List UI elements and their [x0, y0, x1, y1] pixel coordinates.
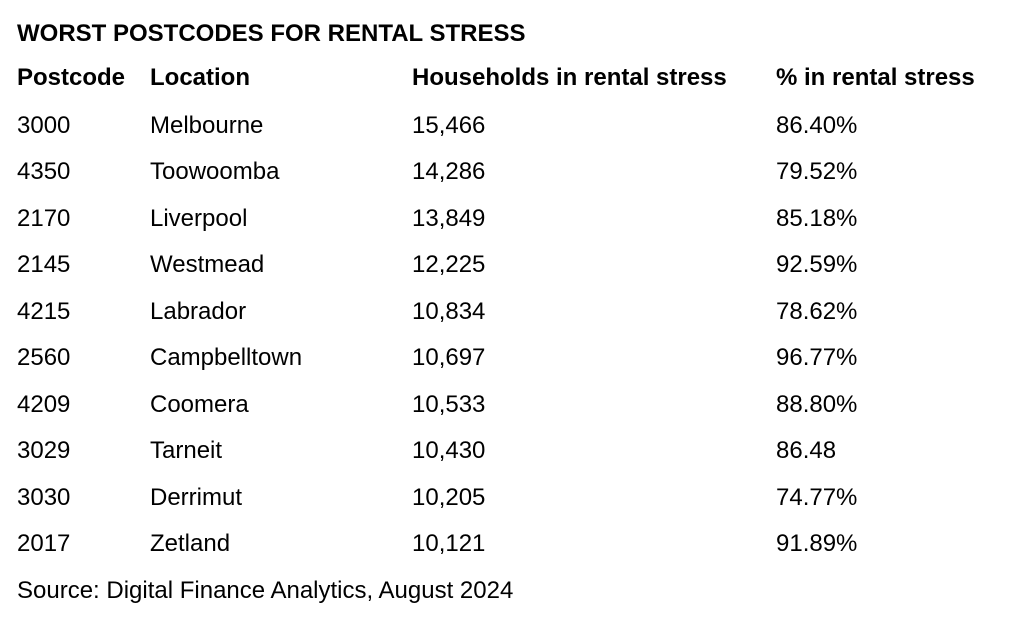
- cell-location: Campbelltown: [150, 344, 303, 371]
- cell-location: Westmead: [150, 251, 265, 278]
- column-header-location: Location: [150, 64, 250, 91]
- table-row: 2017 Zetland 10,121 91.89%: [17, 532, 1016, 556]
- cell-households: 13,849: [412, 204, 486, 232]
- cell-location: Melbourne: [150, 111, 264, 139]
- table-row: 4209 Coomera 10,533 88.80%: [17, 390, 1016, 418]
- cell-households: 14,286: [412, 158, 486, 185]
- cell-location: Toowoomba: [150, 158, 280, 185]
- cell-households: 15,466: [412, 111, 486, 139]
- cell-postcode: 2560: [17, 344, 71, 371]
- cell-location: Coomera: [150, 390, 249, 418]
- cell-postcode: 3029: [17, 437, 71, 464]
- table-row: 3000 Melbourne 15,466 86.40%: [17, 111, 1016, 139]
- cell-percent: 92.59%: [776, 251, 858, 278]
- cell-households: 12,225: [412, 251, 486, 278]
- cell-households: 10,697: [412, 344, 486, 371]
- table-row: 2560 Campbelltown 10,697 96.77%: [17, 346, 1016, 370]
- cell-location: Tarneit: [150, 437, 223, 464]
- cell-postcode: 4209: [17, 390, 71, 418]
- table-row: 3029 Tarneit 10,430 86.48: [17, 439, 1016, 463]
- cell-households: 10,834: [412, 297, 486, 325]
- cell-percent: 85.18%: [776, 204, 858, 232]
- cell-postcode: 4215: [17, 297, 71, 325]
- cell-percent: 79.52%: [776, 158, 858, 185]
- cell-postcode: 2170: [17, 204, 71, 232]
- cell-postcode: 2017: [17, 530, 71, 557]
- cell-location: Derrimut: [150, 483, 243, 511]
- column-header-postcode: Postcode: [17, 64, 126, 91]
- table-row: 2170 Liverpool 13,849 85.18%: [17, 204, 1016, 232]
- cell-percent: 86.40%: [776, 111, 858, 139]
- cell-location: Zetland: [150, 530, 231, 557]
- source-note: Source: Digital Finance Analytics, Augus…: [17, 577, 514, 604]
- cell-percent: 86.48: [776, 437, 837, 464]
- cell-households: 10,121: [412, 530, 486, 557]
- table-row: 2145 Westmead 12,225 92.59%: [17, 253, 1016, 277]
- cell-postcode: 3030: [17, 483, 71, 511]
- cell-location: Liverpool: [150, 204, 248, 232]
- cell-households: 10,205: [412, 483, 486, 511]
- table-row: 4350 Toowoomba 14,286 79.52%: [17, 160, 1016, 184]
- column-header-percent: % in rental stress: [776, 64, 975, 91]
- page-title: WORST POSTCODES FOR RENTAL STRESS: [17, 20, 526, 47]
- cell-households: 10,430: [412, 437, 486, 464]
- cell-postcode: 2145: [17, 251, 71, 278]
- cell-percent: 74.77%: [776, 483, 858, 511]
- cell-percent: 88.80%: [776, 390, 858, 418]
- cell-percent: 78.62%: [776, 297, 858, 325]
- cell-postcode: 4350: [17, 158, 71, 185]
- table-row: 4215 Labrador 10,834 78.62%: [17, 297, 1016, 325]
- cell-households: 10,533: [412, 390, 486, 418]
- table-row: 3030 Derrimut 10,205 74.77%: [17, 483, 1016, 511]
- table-header-row: Postcode Location Households in rental s…: [17, 66, 1016, 90]
- cell-percent: 91.89%: [776, 530, 858, 557]
- cell-location: Labrador: [150, 297, 247, 325]
- column-header-households: Households in rental stress: [412, 64, 727, 91]
- cell-postcode: 3000: [17, 111, 71, 139]
- cell-percent: 96.77%: [776, 344, 858, 371]
